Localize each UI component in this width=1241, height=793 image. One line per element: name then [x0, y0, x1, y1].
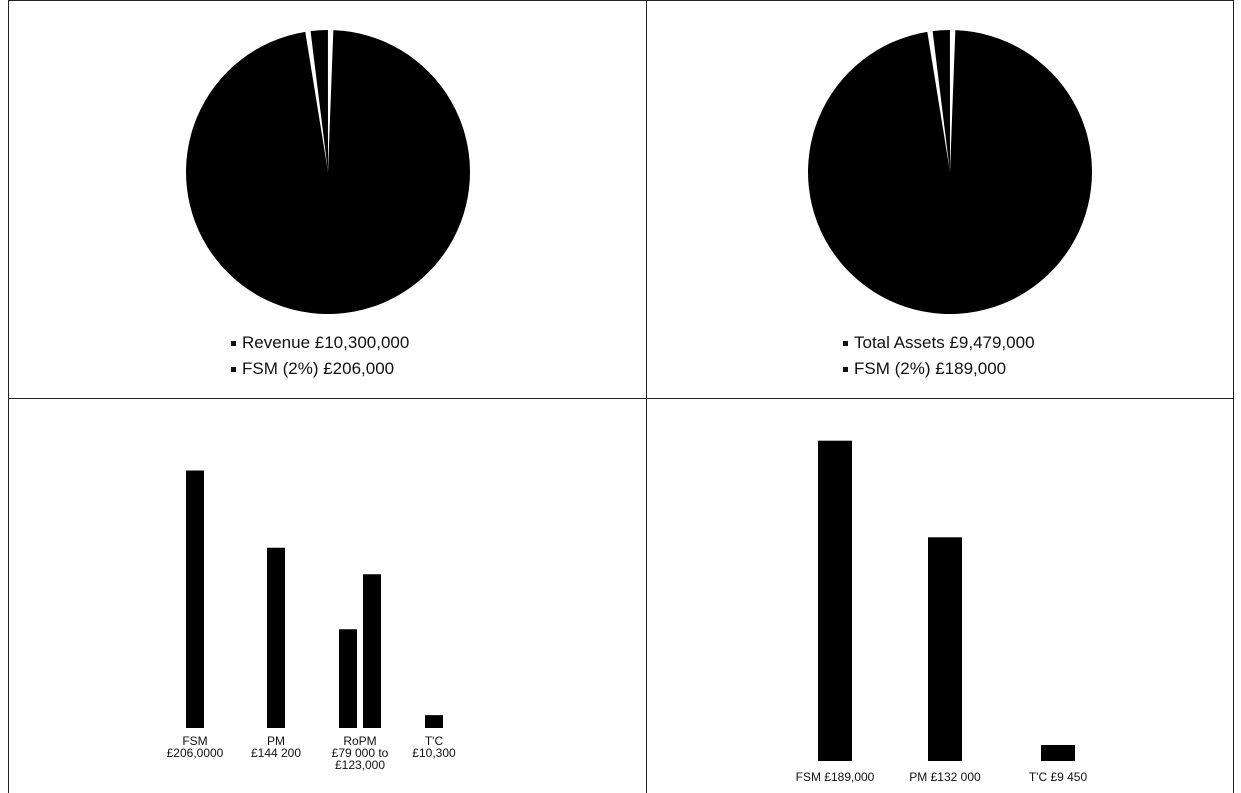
assets-pie-legend: Total Assets £9,479,000 FSM (2%) £189,00… — [843, 330, 1035, 382]
pie-slice-revenue — [186, 30, 470, 315]
bar-pm — [928, 537, 962, 761]
pie-slice-fsm — [932, 30, 950, 173]
revenue-pie-legend: Revenue £10,300,000 FSM (2%) £206,000 — [231, 330, 409, 382]
bar-fsm — [186, 470, 204, 728]
legend-item-total-assets: Total Assets £9,479,000 — [843, 330, 1035, 356]
bar-pm — [267, 547, 285, 728]
x-tick-label: £10,300 — [412, 746, 456, 760]
x-tick-label: T'C £9 450 — [1029, 770, 1088, 784]
bar-fsm — [818, 440, 852, 761]
legend-label-fsm: FSM (2%) £189,000 — [854, 359, 1007, 378]
bar-ropm-low — [339, 629, 357, 728]
pie-slice-total-assets — [808, 30, 1092, 315]
assets-bar-svg: FSM £189,000 PM £132 000 T'C £9 450 — [796, 440, 1088, 784]
revenue-pie-chart — [186, 30, 470, 315]
bar-ropm-high — [363, 574, 381, 728]
x-tick-label: FSM £189,000 — [796, 770, 875, 784]
x-tick-label: PM — [267, 734, 285, 748]
bar-tc — [425, 715, 443, 728]
pie-slice-fsm — [310, 30, 328, 173]
x-tick-label: £79 000 to — [332, 746, 389, 760]
x-tick-label: RoPM — [343, 734, 376, 748]
x-tick-label: £206,0000 — [167, 746, 224, 760]
chart-grid — [8, 0, 1234, 793]
legend-marker — [231, 366, 236, 372]
legend-marker — [231, 340, 236, 346]
legend-marker — [843, 366, 848, 372]
legend-item-fsm: FSM (2%) £206,000 — [231, 356, 409, 382]
bar-tc — [1041, 744, 1075, 761]
x-tick-label: PM £132 000 — [909, 770, 981, 784]
legend-item-fsm: FSM (2%) £189,000 — [843, 356, 1035, 382]
revenue-bar-svg: FSM£206,0000 PM£144 200 RoPM£79 000 to£123… — [167, 470, 456, 772]
revenue-pie-svg — [186, 30, 470, 315]
legend-label-fsm: FSM (2%) £206,000 — [242, 359, 395, 378]
vertical-divider — [646, 0, 647, 793]
assets-pie-svg — [808, 30, 1092, 315]
legend-marker — [843, 340, 848, 346]
x-tick-label: FSM — [182, 734, 207, 748]
x-tick-label: T'C — [425, 734, 444, 748]
assets-pie-chart — [808, 30, 1092, 315]
assets-bar-chart: FSM £189,000 PM £132 000 T'C £9 450 — [760, 410, 1160, 790]
legend-label-revenue: Revenue £10,300,000 — [242, 333, 410, 352]
horizontal-divider — [8, 398, 1234, 399]
legend-label-total-assets: Total Assets £9,479,000 — [854, 333, 1035, 352]
legend-item-revenue: Revenue £10,300,000 — [231, 330, 409, 356]
x-tick-label: £123,000 — [335, 758, 385, 772]
revenue-bar-chart: FSM £206,0000 PM £144 200 RoPM £79 000 to £123… — [150, 410, 510, 790]
x-tick-label: £144 200 — [251, 746, 301, 760]
